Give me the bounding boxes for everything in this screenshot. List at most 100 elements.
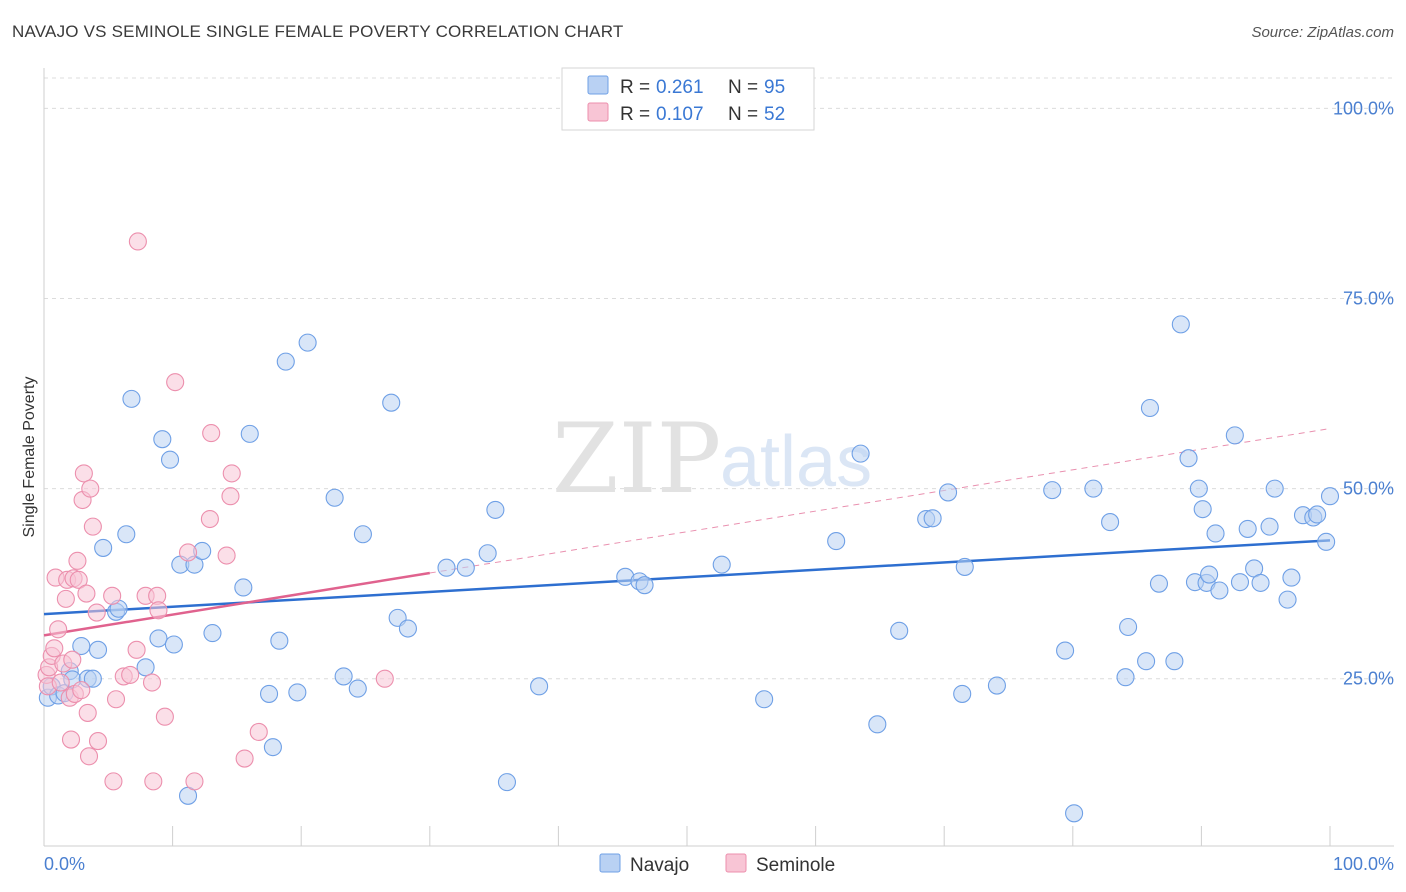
data-point-navajo	[288, 683, 307, 702]
trend-line-extension	[429, 428, 1331, 574]
legend-r-value-navajo: 0.261	[656, 77, 704, 98]
data-point-seminole	[149, 601, 168, 620]
data-point-seminole	[104, 772, 123, 791]
data-point-navajo	[83, 669, 102, 688]
data-point-navajo	[486, 500, 505, 519]
data-point-navajo	[203, 624, 222, 643]
data-point-seminole	[202, 424, 221, 443]
data-point-navajo	[1282, 568, 1301, 587]
data-points	[37, 232, 1340, 823]
data-point-navajo	[755, 690, 774, 709]
data-point-seminole	[49, 620, 68, 639]
bottom-legend-label-seminole: Seminole	[756, 855, 835, 876]
data-point-navajo	[939, 483, 958, 502]
legend-r-label-seminole: R =	[620, 104, 650, 125]
data-point-navajo	[868, 715, 887, 734]
data-point-seminole	[61, 730, 81, 749]
data-point-navajo	[398, 619, 417, 638]
data-point-navajo	[953, 684, 972, 703]
data-point-navajo	[530, 677, 549, 696]
trend-lines	[43, 428, 1331, 637]
data-point-seminole	[83, 517, 102, 536]
data-point-navajo	[234, 578, 253, 597]
data-point-navajo	[1065, 804, 1084, 823]
data-point-navajo	[1119, 617, 1138, 637]
data-point-navajo	[1230, 573, 1250, 592]
y-tick-label: 25.0%	[1343, 669, 1394, 689]
data-point-seminole	[155, 707, 174, 726]
data-point-navajo	[1317, 532, 1336, 551]
data-point-navajo	[348, 679, 367, 698]
data-point-navajo	[1189, 479, 1208, 498]
y-tick-label: 75.0%	[1343, 289, 1394, 309]
data-point-seminole	[103, 586, 122, 605]
data-point-navajo	[1210, 581, 1229, 600]
data-point-seminole	[79, 747, 99, 766]
data-point-seminole	[77, 584, 96, 603]
data-point-seminole	[178, 543, 198, 562]
data-point-navajo	[827, 532, 846, 551]
data-point-seminole	[185, 772, 204, 791]
data-point-navajo	[353, 525, 372, 544]
data-point-navajo	[149, 629, 168, 648]
axes	[43, 68, 1394, 847]
legend-n-label-seminole: N =	[728, 104, 758, 125]
data-point-seminole	[106, 690, 126, 709]
data-point-navajo	[122, 389, 141, 408]
data-point-navajo	[94, 538, 113, 557]
data-point-navajo	[72, 636, 91, 656]
data-point-navajo	[1238, 519, 1257, 538]
bottom-legend-swatch-navajo	[599, 853, 621, 873]
data-point-navajo	[456, 558, 475, 577]
watermark-zip: ZIP	[552, 403, 721, 515]
legend-n-value-seminole: 52	[764, 104, 785, 125]
y-tick-labels: 25.0% 50.0% 75.0% 100.0%	[1333, 98, 1394, 688]
data-point-navajo	[1140, 398, 1160, 418]
data-point-seminole	[51, 673, 70, 692]
data-point-navajo	[1320, 487, 1340, 506]
data-point-seminole	[166, 373, 185, 392]
data-point-navajo	[298, 333, 317, 352]
data-point-seminole	[121, 665, 140, 684]
data-point-seminole	[249, 722, 268, 741]
legend-bottom: Navajo Seminole	[599, 853, 835, 876]
data-point-seminole	[63, 650, 82, 669]
watermark-atlas: atlas	[720, 422, 872, 502]
data-point-navajo	[712, 555, 731, 574]
data-point-seminole	[235, 749, 254, 768]
legend-n-value-navajo: 95	[764, 77, 785, 98]
data-point-navajo	[382, 393, 401, 412]
data-point-navajo	[1084, 479, 1103, 498]
data-point-seminole	[221, 487, 240, 506]
data-point-navajo	[1137, 652, 1156, 671]
data-point-navajo	[497, 773, 517, 792]
chart-title: NAVAJO VS SEMINOLE SINGLE FEMALE POVERTY…	[12, 22, 624, 41]
data-point-navajo	[1165, 652, 1184, 671]
y-axis-label: Single Female Poverty	[21, 377, 38, 538]
bottom-legend-swatch-seminole	[725, 853, 747, 873]
data-point-navajo	[890, 621, 909, 640]
data-point-navajo	[1149, 574, 1169, 593]
data-point-navajo	[955, 557, 974, 576]
data-point-navajo	[325, 488, 344, 507]
data-point-navajo	[276, 352, 295, 371]
data-point-navajo	[1265, 479, 1284, 498]
data-point-navajo	[1101, 513, 1120, 532]
data-point-seminole	[127, 640, 146, 659]
data-point-navajo	[1056, 641, 1075, 660]
data-point-navajo	[1179, 449, 1198, 468]
data-point-navajo	[1260, 517, 1279, 536]
legend-swatch-seminole	[587, 102, 609, 122]
data-point-seminole	[56, 589, 75, 608]
data-point-seminole	[144, 772, 163, 791]
data-point-seminole	[375, 669, 394, 688]
data-point-navajo	[635, 576, 654, 595]
data-point-navajo	[1251, 573, 1270, 592]
data-point-navajo	[334, 667, 353, 686]
data-point-seminole	[87, 603, 106, 622]
data-point-seminole	[81, 479, 100, 498]
legend-r-value-seminole: 0.107	[656, 104, 704, 125]
trend-line	[43, 571, 430, 637]
data-point-navajo	[851, 444, 870, 463]
data-point-navajo	[153, 430, 172, 449]
